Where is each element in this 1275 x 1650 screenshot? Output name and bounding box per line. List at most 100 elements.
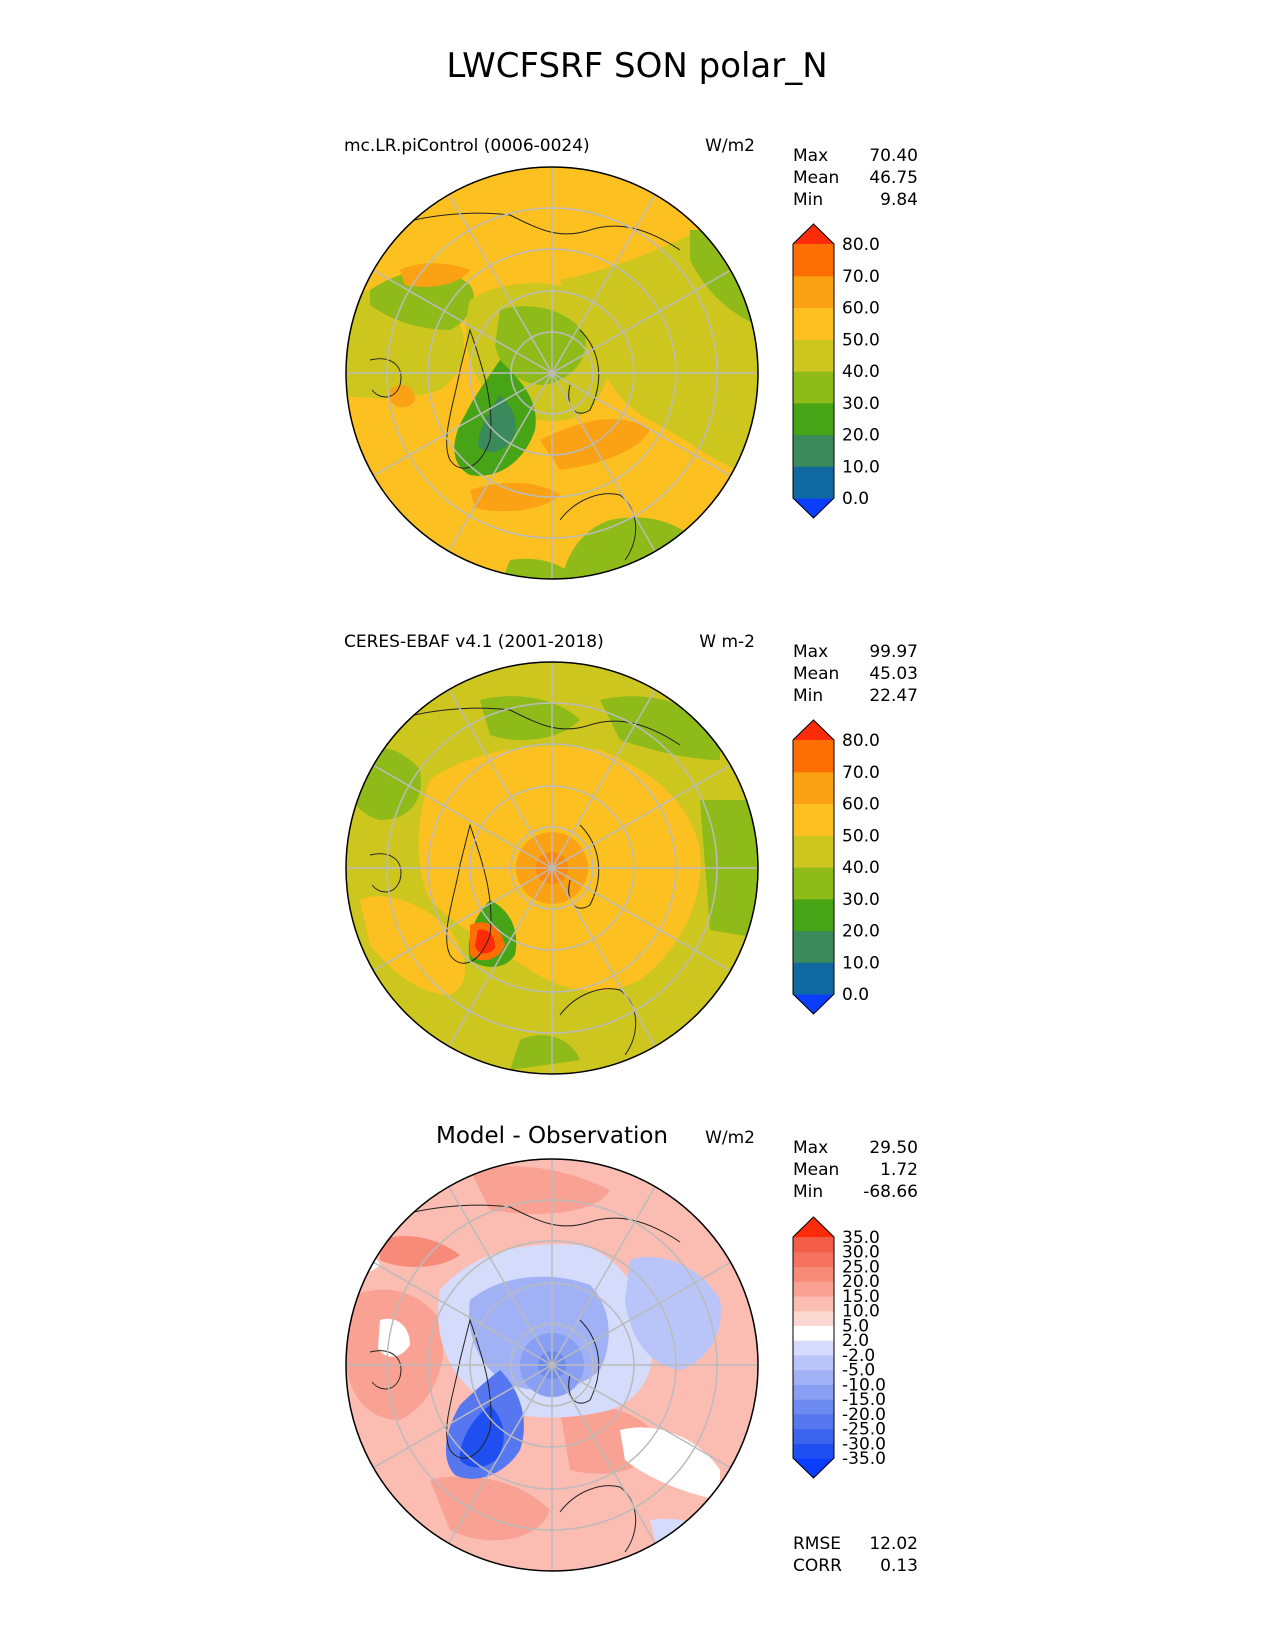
- stat-mean-label: Mean: [793, 664, 839, 684]
- colorbar-tick-label: 60.0: [842, 299, 880, 319]
- stat-min-value: -68.66: [863, 1182, 918, 1202]
- colorbar-segment: [793, 1443, 834, 1459]
- colorbar-segment: [793, 771, 834, 805]
- colorbar-tick-label: -35.0: [842, 1449, 886, 1469]
- colorbar-segment: [793, 275, 834, 309]
- colorbar-segment: [793, 1384, 834, 1400]
- stat-max-label: Max: [793, 1138, 828, 1158]
- colorbar-segment: [793, 371, 834, 404]
- colorbar-tick-label: 30.0: [842, 394, 880, 414]
- colorbar-tick-label: 2.0: [842, 1331, 869, 1351]
- colorbar-tick-label: 35.0: [842, 1228, 880, 1248]
- stat-min-label: Min: [793, 190, 823, 210]
- panel-difference-map: [346, 1159, 758, 1571]
- panel-test-title: mc.LR.piControl (0006-0024): [344, 136, 590, 156]
- colorbar-tick-label: 0.0: [842, 985, 869, 1005]
- colorbar-tick-label: 50.0: [842, 826, 880, 846]
- colorbar-tick-label: 20.0: [842, 922, 880, 942]
- colorbar-segment: [793, 1325, 834, 1341]
- colorbar-tick-label: 10.0: [842, 1302, 880, 1322]
- colorbar-segment: [793, 339, 834, 372]
- colorbar-segment: [793, 1340, 834, 1356]
- stat-max-label: Max: [793, 146, 828, 166]
- metric-rmse-value: 12.02: [869, 1534, 918, 1554]
- colorbar-segment: [793, 1428, 834, 1444]
- colorbar-segment: [793, 244, 834, 277]
- colorbar-tick-label: -15.0: [842, 1390, 886, 1410]
- panel-reference-map: [346, 662, 758, 1074]
- panel-test: mc.LR.piControl (0006-0024) W/m2 Max 70.…: [344, 136, 918, 580]
- stat-min-value: 9.84: [880, 190, 918, 210]
- colorbar-tick-label: 60.0: [842, 795, 880, 815]
- colorbar-tick-label: -20.0: [842, 1405, 886, 1425]
- panel-reference-boundary: [345, 661, 759, 1075]
- colorbar-segment: [793, 962, 834, 995]
- colorbar-tick-label: 40.0: [842, 362, 880, 382]
- stat-min-label: Min: [793, 686, 823, 706]
- stat-min-label: Min: [793, 1182, 823, 1202]
- stat-max-value: 70.40: [869, 146, 918, 166]
- colorbar-tick-label: 0.0: [842, 489, 869, 509]
- colorbar-tick-label: -25.0: [842, 1420, 886, 1440]
- colorbar-extend-min: [793, 1458, 834, 1478]
- stat-mean-value: 1.72: [880, 1160, 918, 1180]
- colorbar-segment: [793, 930, 834, 963]
- colorbar-outline: [792, 1216, 835, 1479]
- colorbar-tick-label: 10.0: [842, 953, 880, 973]
- colorbar-segment: [793, 740, 834, 773]
- colorbar-segment: [793, 1295, 834, 1312]
- stat-max-label: Max: [793, 642, 828, 662]
- colorbar-segment: [793, 1399, 834, 1415]
- colorbar-segment: [793, 307, 834, 340]
- colorbar-segment: [793, 1281, 834, 1297]
- panel-difference: Model - Observation W/m2 Max 29.50 Mean …: [345, 1123, 918, 1576]
- colorbar-tick-label: 80.0: [842, 235, 880, 255]
- colorbar-segment: [793, 1413, 834, 1430]
- colorbar-tick-label: -30.0: [842, 1434, 886, 1454]
- stat-mean-label: Mean: [793, 1160, 839, 1180]
- colorbar-segment: [793, 803, 834, 836]
- metric-corr-label: CORR: [793, 1556, 842, 1576]
- colorbar-tick-label: 5.0: [842, 1316, 869, 1336]
- colorbar-segment: [793, 835, 834, 868]
- colorbar-tick-label: 10.0: [842, 457, 880, 477]
- colorbar-extend-max: [793, 1217, 834, 1237]
- figure-title: LWCFSRF SON polar_N: [446, 46, 827, 86]
- metric-rmse-label: RMSE: [793, 1534, 841, 1554]
- colorbar-tick-label: 15.0: [842, 1287, 880, 1307]
- colorbar-tick-label: 25.0: [842, 1257, 880, 1277]
- stat-max-value: 29.50: [869, 1138, 918, 1158]
- colorbar-extend-max: [793, 224, 834, 244]
- colorbar-segment: [793, 1369, 834, 1385]
- colorbar-segment: [793, 898, 834, 932]
- colorbar-segment: [793, 434, 834, 467]
- colorbar-extend-min: [793, 498, 834, 518]
- panel-test-map: [346, 167, 758, 579]
- colorbar-tick-label: 20.0: [842, 1272, 880, 1292]
- panel-difference-stats: Max 29.50 Mean 1.72 Min -68.66: [793, 1138, 918, 1202]
- colorbar-tick-label: -10.0: [842, 1375, 886, 1395]
- panel-reference-stats: Max 99.97 Mean 45.03 Min 22.47: [793, 642, 918, 706]
- colorbar-segment: [793, 402, 834, 436]
- colorbar-tick-label: 80.0: [842, 731, 880, 751]
- panel-test-boundary: [345, 166, 759, 580]
- panel-reference: CERES-EBAF v4.1 (2001-2018) W m-2 Max 99…: [344, 632, 918, 1075]
- colorbar-segment: [793, 867, 834, 900]
- panel-test-units: W/m2: [705, 136, 755, 156]
- colorbar-tick-label: 30.0: [842, 890, 880, 910]
- panel-reference-units: W m-2: [699, 632, 755, 652]
- panel-difference-units: W/m2: [705, 1128, 755, 1148]
- panel-reference-colorbar: 0.0 10.0 20.0 30.0 40.0 50.0 60.0 70.0 80.0: [792, 719, 880, 1015]
- panel-test-colorbar: 0.0 10.0 20.0 30.0 40.0 50.0 60.0 70.0 80.0: [792, 223, 880, 519]
- colorbar-tick-label: -2.0: [842, 1346, 875, 1366]
- colorbar-segment: [793, 1251, 834, 1268]
- colorbar-extend-min: [793, 994, 834, 1014]
- colorbar-segment: [793, 1354, 834, 1371]
- colorbar-extend-max: [793, 720, 834, 740]
- panel-reference-title: CERES-EBAF v4.1 (2001-2018): [344, 632, 604, 652]
- stat-min-value: 22.47: [869, 686, 918, 706]
- stat-mean-value: 45.03: [869, 664, 918, 684]
- stat-max-value: 99.97: [869, 642, 918, 662]
- panel-difference-colorbar: -35.0-30.0-25.0-20.0-15.0-10.0-5.0-2.02.…: [792, 1216, 886, 1479]
